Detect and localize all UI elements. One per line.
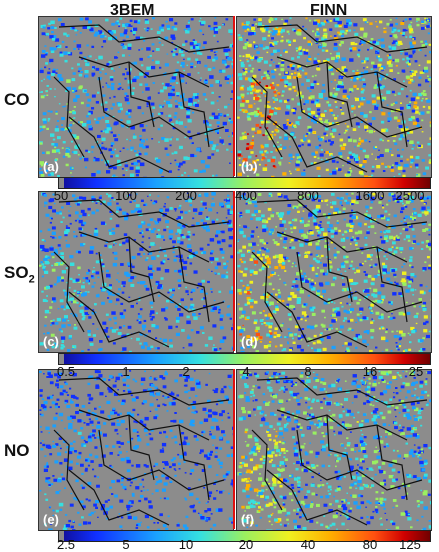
emission-map-d bbox=[237, 192, 431, 352]
panel-letter-e: (e) bbox=[43, 512, 59, 527]
tick-label: 2500 bbox=[396, 188, 425, 203]
divider-line-2 bbox=[233, 191, 235, 351]
tick-label: 0.5 bbox=[57, 364, 75, 379]
emission-map-e bbox=[39, 370, 233, 530]
map-panel-f: (f) bbox=[236, 369, 432, 531]
row-label-co: CO bbox=[4, 90, 30, 112]
map-panel-c: (c) bbox=[38, 191, 234, 353]
map-panel-a: (a) bbox=[38, 16, 234, 178]
emission-map-c bbox=[39, 192, 233, 352]
colorbar-no-ticks: 2.5 5 10 20 40 80 125 bbox=[58, 537, 429, 551]
emission-map-f bbox=[237, 370, 431, 530]
tick-label: 4 bbox=[242, 364, 249, 379]
tick-label: 800 bbox=[297, 188, 319, 203]
tick-label: 8 bbox=[304, 364, 311, 379]
divider-line-1 bbox=[233, 16, 235, 176]
panel-letter-a: (a) bbox=[43, 159, 59, 174]
panel-letter-b: (b) bbox=[241, 159, 258, 174]
tick-label: 50 bbox=[54, 188, 68, 203]
tick-label: 1600 bbox=[356, 188, 385, 203]
colorbar-so2-ticks: 0.5 1 2 4 8 16 25 bbox=[58, 364, 429, 378]
emission-map-b bbox=[237, 17, 431, 177]
tick-label: 16 bbox=[363, 364, 377, 379]
colorbar-co-ticks: 50 100 200 400 800 1600 2500 bbox=[58, 188, 429, 202]
panel-letter-c: (c) bbox=[43, 334, 59, 349]
tick-label: 100 bbox=[115, 188, 137, 203]
panel-letter-d: (d) bbox=[241, 334, 258, 349]
map-panel-d: (d) bbox=[236, 191, 432, 353]
tick-label: 2 bbox=[182, 364, 189, 379]
row-label-no: NO bbox=[4, 441, 30, 463]
map-panel-e: (e) bbox=[38, 369, 234, 531]
map-panel-b: (b) bbox=[236, 16, 432, 178]
tick-label: 1 bbox=[122, 364, 129, 379]
tick-label: 200 bbox=[175, 188, 197, 203]
panel-letter-f: (f) bbox=[241, 512, 254, 527]
divider-line-3 bbox=[233, 369, 235, 529]
tick-label: 400 bbox=[235, 188, 257, 203]
row-label-so2: SO2 bbox=[4, 263, 35, 285]
tick-label: 25 bbox=[409, 364, 423, 379]
emission-map-a bbox=[39, 17, 233, 177]
